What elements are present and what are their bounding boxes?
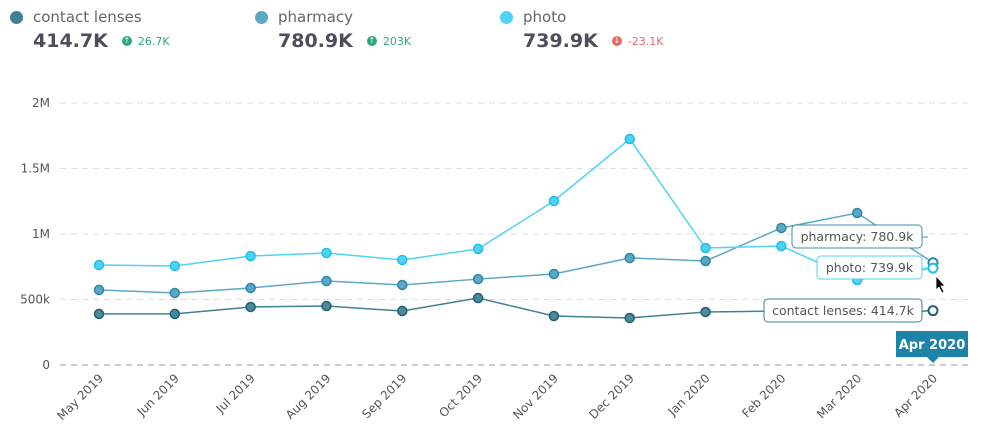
x-tick-label: Nov 2019: [510, 371, 561, 422]
legend-value: 414.7K: [33, 30, 108, 52]
legend-value: 780.9K: [278, 30, 353, 52]
data-point[interactable]: [548, 310, 560, 322]
data-point[interactable]: [245, 250, 256, 262]
arrow-up-icon: ↑: [366, 36, 377, 46]
arrow-down-icon: ↓: [611, 36, 622, 46]
x-tick-label: Aug 2019: [283, 371, 334, 422]
y-tick-label: 500k: [20, 293, 50, 307]
data-point[interactable]: [624, 312, 635, 324]
data-point[interactable]: [548, 195, 560, 207]
data-point[interactable]: [93, 284, 105, 296]
data-point[interactable]: [321, 247, 332, 259]
data-point[interactable]: [548, 268, 560, 280]
data-point[interactable]: [93, 308, 105, 320]
series-dot-icon: [500, 10, 513, 24]
legend-item[interactable]: contact lenses 414.7K ↑ 26.7K: [10, 8, 170, 58]
data-point[interactable]: [245, 282, 256, 294]
y-tick-label: 1M: [32, 227, 50, 241]
data-point[interactable]: [397, 254, 408, 266]
x-tick-label: May 2019: [54, 371, 106, 423]
y-tick-label: 1.5M: [21, 162, 50, 176]
data-point[interactable]: [169, 260, 181, 272]
data-point[interactable]: [321, 275, 332, 287]
legend-name: contact lenses: [33, 8, 142, 26]
legend-name: pharmacy: [278, 8, 354, 26]
data-point[interactable]: [776, 222, 787, 234]
series-dot-icon: [10, 10, 23, 24]
tooltip-label: contact lenses: 414.7k: [772, 303, 915, 318]
data-point[interactable]: [624, 133, 635, 145]
legend-change: 26.7K: [137, 34, 170, 48]
tooltip-label: photo: 739.9k: [826, 260, 914, 275]
legend-value: 739.9K: [523, 30, 598, 52]
data-point[interactable]: [927, 305, 939, 317]
legend-change: -23.1K: [627, 34, 664, 48]
data-point[interactable]: [93, 259, 105, 271]
series-line: [98, 137, 934, 281]
data-point[interactable]: [700, 255, 711, 267]
data-point[interactable]: [700, 306, 711, 318]
data-point[interactable]: [472, 273, 484, 285]
series-dot-icon: [255, 10, 268, 24]
x-hover-label: [896, 331, 968, 357]
x-tick-label: Mar 2020: [814, 371, 864, 421]
y-tick-label: 2M: [32, 96, 50, 110]
legend-change: 203K: [382, 34, 412, 48]
data-point[interactable]: [321, 300, 332, 312]
tooltip-label: pharmacy: 780.9k: [801, 229, 915, 244]
data-point[interactable]: [397, 305, 408, 317]
x-tick-label: Jun 2019: [134, 371, 182, 419]
x-tick-label: Oct 2019: [436, 371, 485, 420]
arrow-up-icon: ↑: [121, 36, 132, 46]
data-point[interactable]: [700, 242, 711, 254]
data-point[interactable]: [472, 243, 484, 255]
data-point[interactable]: [397, 279, 408, 291]
cursor-icon: [935, 274, 946, 294]
data-point[interactable]: [851, 207, 863, 219]
data-point[interactable]: [169, 308, 181, 320]
hover-date: Apr 2020: [899, 338, 966, 353]
data-point[interactable]: [169, 287, 181, 299]
data-point[interactable]: [624, 252, 635, 264]
legend-item[interactable]: photo 739.9K ↓ -23.1K: [500, 8, 664, 58]
legend-item[interactable]: pharmacy 780.9K ↑ 203K: [255, 8, 411, 58]
y-tick-label: 0: [42, 358, 50, 372]
x-tick-label: Sep 2019: [359, 371, 409, 421]
x-tick-label: Jan 2020: [665, 371, 713, 419]
data-point[interactable]: [245, 301, 256, 313]
data-point[interactable]: [472, 292, 484, 304]
x-tick-label: Feb 2020: [739, 371, 788, 420]
legend-name: photo: [523, 8, 567, 26]
x-tick-label: Dec 2019: [586, 371, 637, 422]
data-point[interactable]: [927, 262, 939, 274]
x-tick-label: Jul 2019: [213, 371, 258, 416]
x-tick-label: Apr 2020: [891, 371, 940, 420]
data-point[interactable]: [776, 240, 787, 252]
